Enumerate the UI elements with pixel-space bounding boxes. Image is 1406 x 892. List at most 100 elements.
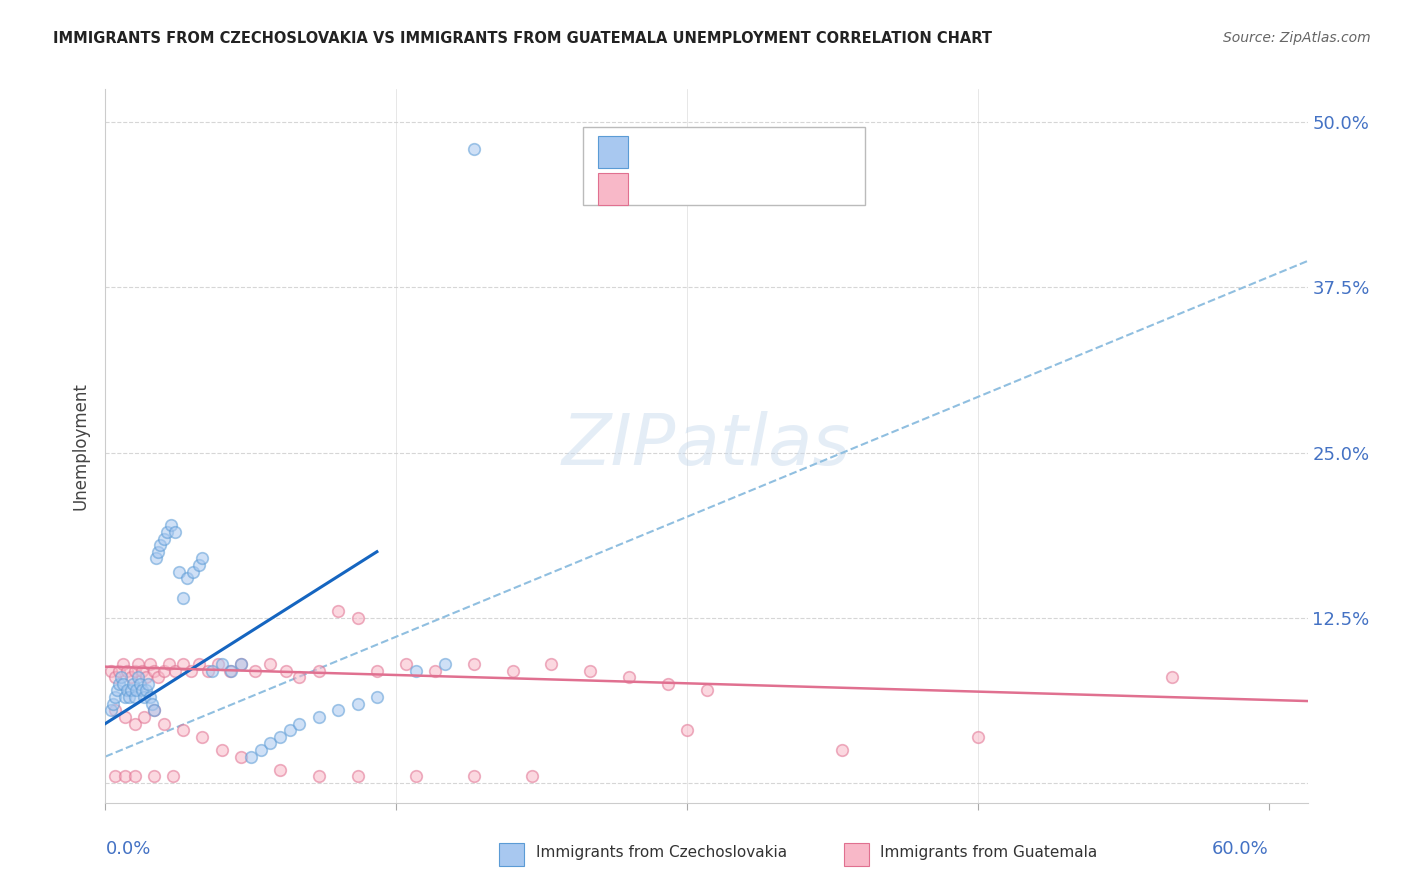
- Point: [187, 558, 209, 572]
- Point: [110, 670, 132, 684]
- Point: [657, 677, 679, 691]
- Point: [120, 670, 142, 684]
- Text: 60.0%: 60.0%: [1212, 839, 1268, 858]
- Point: [433, 657, 456, 671]
- Point: [108, 677, 131, 691]
- Point: [162, 769, 184, 783]
- Point: [146, 670, 169, 684]
- Point: [278, 723, 301, 738]
- Point: [127, 657, 149, 671]
- Point: [124, 716, 146, 731]
- Point: [139, 657, 162, 671]
- Point: [172, 591, 194, 605]
- Text: IMMIGRANTS FROM CZECHOSLOVAKIA VS IMMIGRANTS FROM GUATEMALA UNEMPLOYMENT CORRELA: IMMIGRANTS FROM CZECHOSLOVAKIA VS IMMIGR…: [53, 31, 993, 46]
- Point: [114, 690, 136, 704]
- Point: [423, 664, 446, 678]
- Point: [135, 683, 157, 698]
- Point: [115, 683, 138, 698]
- Text: 0.0%: 0.0%: [105, 839, 150, 858]
- Text: ZIPatlas: ZIPatlas: [562, 411, 851, 481]
- Y-axis label: Unemployment: Unemployment: [72, 382, 90, 510]
- Point: [145, 551, 167, 566]
- Point: [696, 683, 718, 698]
- Point: [124, 664, 146, 678]
- Point: [127, 670, 149, 684]
- Point: [149, 538, 172, 552]
- Point: [520, 769, 543, 783]
- Text: N =: N =: [728, 131, 765, 149]
- Point: [172, 723, 194, 738]
- Point: [131, 664, 153, 678]
- Point: [118, 690, 141, 704]
- Point: [104, 690, 127, 704]
- Text: N =: N =: [742, 169, 779, 186]
- Point: [187, 657, 209, 671]
- Point: [221, 664, 243, 678]
- Point: [308, 769, 330, 783]
- Point: [269, 730, 291, 744]
- Text: Immigrants from Guatemala: Immigrants from Guatemala: [880, 846, 1098, 860]
- Point: [405, 664, 427, 678]
- Point: [176, 571, 198, 585]
- Point: [288, 716, 311, 731]
- Point: [156, 524, 179, 539]
- Point: [326, 604, 349, 618]
- Point: [100, 703, 122, 717]
- Point: [617, 670, 640, 684]
- Point: [259, 736, 281, 750]
- Point: [115, 664, 138, 678]
- Point: [167, 565, 190, 579]
- Point: [146, 545, 169, 559]
- Point: [172, 657, 194, 671]
- Point: [152, 716, 174, 731]
- Point: [100, 664, 122, 678]
- Point: [104, 769, 127, 783]
- Point: [308, 664, 330, 678]
- Point: [259, 657, 281, 671]
- Point: [111, 657, 134, 671]
- Point: [141, 697, 163, 711]
- Point: [159, 657, 181, 671]
- Point: [152, 664, 174, 678]
- Point: [231, 657, 253, 671]
- Point: [326, 703, 349, 717]
- Point: [142, 703, 165, 717]
- Point: [1160, 670, 1182, 684]
- Point: [131, 683, 153, 698]
- Point: [105, 683, 128, 698]
- Text: Source: ZipAtlas.com: Source: ZipAtlas.com: [1223, 31, 1371, 45]
- Point: [243, 664, 266, 678]
- Point: [142, 703, 165, 717]
- Point: [249, 743, 271, 757]
- Point: [191, 551, 214, 566]
- Point: [211, 743, 233, 757]
- Point: [165, 664, 187, 678]
- Point: [104, 703, 127, 717]
- Point: [191, 730, 214, 744]
- Point: [405, 769, 427, 783]
- Text: 65: 65: [782, 169, 804, 186]
- Point: [152, 532, 174, 546]
- Text: R =: R =: [640, 169, 676, 186]
- Point: [142, 664, 165, 678]
- Point: [197, 664, 219, 678]
- Point: [104, 670, 127, 684]
- Point: [366, 690, 388, 704]
- Point: [136, 677, 159, 691]
- Point: [231, 749, 253, 764]
- Point: [124, 690, 146, 704]
- Point: [463, 769, 485, 783]
- Point: [288, 670, 311, 684]
- Point: [139, 690, 162, 704]
- Point: [676, 723, 699, 738]
- Point: [463, 142, 485, 156]
- Point: [134, 690, 156, 704]
- Point: [129, 677, 152, 691]
- Point: [218, 664, 240, 678]
- Point: [103, 697, 125, 711]
- Point: [125, 683, 148, 698]
- Point: [366, 664, 388, 678]
- Point: [231, 657, 253, 671]
- Point: [502, 664, 524, 678]
- Point: [121, 677, 143, 691]
